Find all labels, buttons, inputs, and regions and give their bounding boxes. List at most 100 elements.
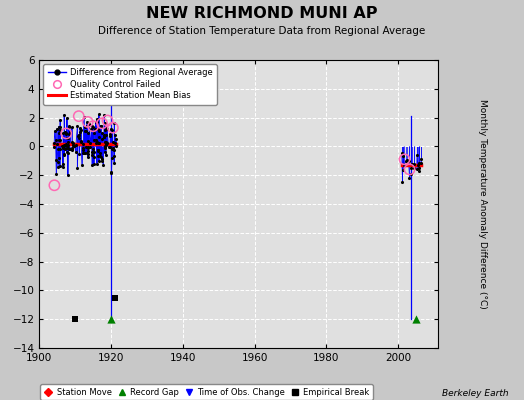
Point <box>417 155 425 162</box>
Point <box>69 140 77 146</box>
Point <box>89 123 97 130</box>
Point <box>92 119 100 126</box>
Point <box>89 124 97 130</box>
Point <box>65 146 73 153</box>
Point <box>54 145 63 152</box>
Point <box>92 140 101 146</box>
Point <box>94 152 102 159</box>
Point <box>83 119 92 125</box>
Point <box>82 122 91 129</box>
Point <box>98 120 106 126</box>
Point <box>56 146 64 152</box>
Point <box>82 119 91 125</box>
Point <box>413 152 421 158</box>
Point <box>108 139 117 145</box>
Point <box>108 155 116 162</box>
Point <box>93 116 102 122</box>
Point <box>68 146 77 152</box>
Point <box>60 129 69 136</box>
Point <box>402 158 411 164</box>
Point <box>84 148 93 154</box>
Point <box>60 152 68 158</box>
Point <box>64 139 73 145</box>
Point <box>85 120 93 127</box>
Point <box>94 111 103 118</box>
Point <box>63 135 72 142</box>
Point <box>72 149 80 156</box>
Point <box>70 143 79 149</box>
Point <box>68 124 76 130</box>
Point <box>101 149 109 155</box>
Point <box>103 140 111 147</box>
Point <box>108 146 116 152</box>
Point <box>106 132 114 139</box>
Point <box>74 134 83 141</box>
Point <box>90 136 99 143</box>
Point <box>74 132 83 139</box>
Point <box>56 127 64 133</box>
Point <box>405 174 413 181</box>
Point <box>82 150 91 156</box>
Point <box>88 122 96 129</box>
Point <box>75 125 84 131</box>
Point <box>80 150 89 156</box>
Point <box>50 140 58 146</box>
Point <box>415 167 423 174</box>
Point <box>102 123 111 130</box>
Point <box>83 144 92 150</box>
Point <box>75 150 84 157</box>
Point <box>95 152 104 159</box>
Point <box>78 162 86 168</box>
Point <box>91 126 99 132</box>
Point <box>100 134 108 140</box>
Point <box>86 140 94 146</box>
Point <box>59 130 68 136</box>
Point <box>63 149 71 155</box>
Point <box>75 129 84 135</box>
Point <box>111 140 119 146</box>
Point <box>81 128 90 134</box>
Point <box>90 149 98 155</box>
Point <box>74 113 83 119</box>
Point <box>55 130 63 136</box>
Point <box>103 117 112 124</box>
Point <box>414 160 423 166</box>
Point <box>104 144 113 150</box>
Point <box>59 142 68 148</box>
Point <box>66 146 74 152</box>
Point <box>101 144 109 151</box>
Point <box>65 122 73 129</box>
Point <box>93 146 102 153</box>
Point <box>94 147 102 153</box>
Point <box>108 127 117 133</box>
Point <box>407 165 416 171</box>
Point <box>102 141 110 147</box>
Point <box>98 156 106 162</box>
Point <box>408 161 417 168</box>
Point <box>74 132 83 138</box>
Point <box>69 142 78 148</box>
Point <box>81 124 89 130</box>
Point <box>71 316 79 322</box>
Point <box>102 138 110 145</box>
Point <box>101 152 110 158</box>
Point <box>66 129 74 136</box>
Point <box>94 148 102 154</box>
Point <box>60 151 68 157</box>
Point <box>59 144 68 150</box>
Point <box>98 130 106 136</box>
Point <box>64 124 73 131</box>
Point <box>91 126 100 132</box>
Point <box>99 162 107 168</box>
Point <box>406 166 414 173</box>
Point <box>60 143 68 149</box>
Point <box>398 150 406 156</box>
Point <box>59 161 67 167</box>
Point <box>405 158 413 164</box>
Point <box>110 159 118 166</box>
Point <box>52 171 60 177</box>
Point <box>93 160 101 167</box>
Point <box>407 171 416 178</box>
Point <box>101 139 109 145</box>
Point <box>56 117 64 124</box>
